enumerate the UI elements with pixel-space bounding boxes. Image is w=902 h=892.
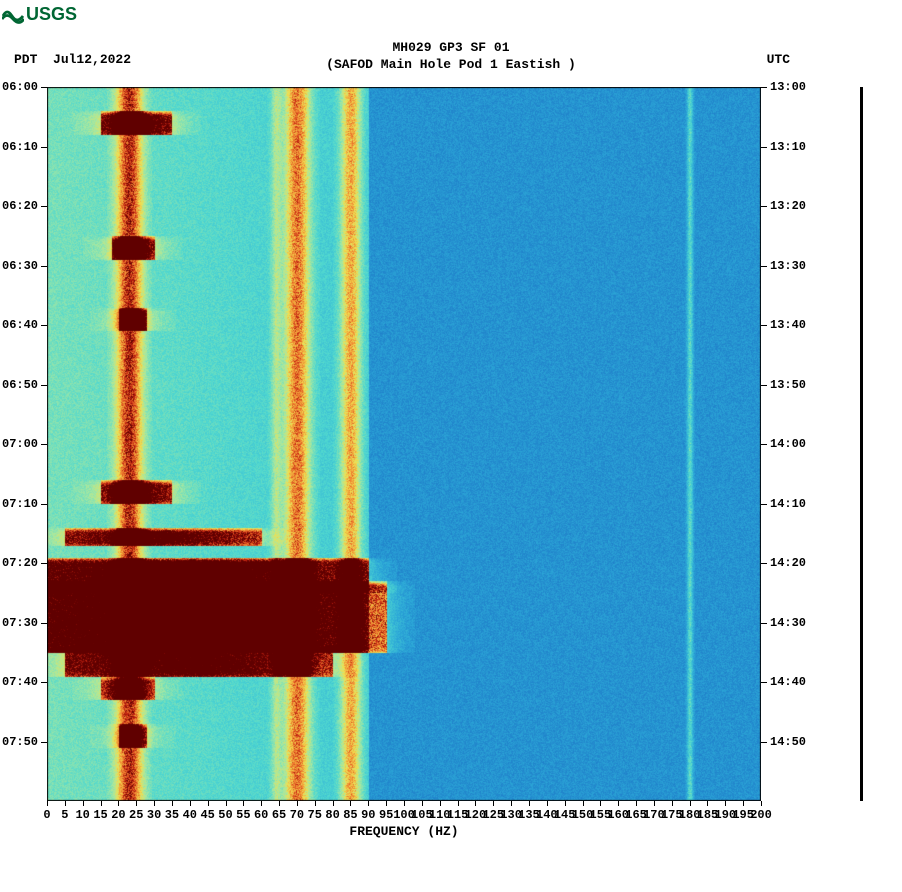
y-right-tick: 14:50 <box>770 735 806 749</box>
colorbar <box>860 87 863 801</box>
y-left-tick: 06:50 <box>2 378 38 392</box>
x-axis: 0510152025303540455055606570758085909510… <box>47 808 761 824</box>
x-tick: 60 <box>254 808 268 822</box>
y-left-tick: 07:40 <box>2 675 38 689</box>
y-right-tick: 13:50 <box>770 378 806 392</box>
y-left-tick: 07:00 <box>2 437 38 451</box>
y-right-tick: 13:40 <box>770 318 806 332</box>
y-right-tick: 14:40 <box>770 675 806 689</box>
y-left-tick: 07:20 <box>2 556 38 570</box>
y-right-tick: 14:20 <box>770 556 806 570</box>
y-left-tick: 06:20 <box>2 199 38 213</box>
y-right-tick: 14:10 <box>770 497 806 511</box>
x-tick: 90 <box>361 808 375 822</box>
x-tick: 0 <box>43 808 50 822</box>
tz-left-code: PDT <box>14 52 37 67</box>
x-tick: 30 <box>147 808 161 822</box>
x-tick: 20 <box>111 808 125 822</box>
x-tick: 40 <box>183 808 197 822</box>
tz-right-code: UTC <box>767 52 790 67</box>
x-tick: 85 <box>343 808 357 822</box>
timezone-left: PDT Jul12,2022 <box>14 52 131 67</box>
tz-left-date: Jul12,2022 <box>53 52 131 67</box>
x-tick: 200 <box>750 808 772 822</box>
y-right-tick: 14:00 <box>770 437 806 451</box>
x-tick: 50 <box>218 808 232 822</box>
usgs-logo: USGS <box>2 4 77 25</box>
y-axis-right: 13:0013:1013:2013:3013:4013:5014:0014:10… <box>770 87 820 801</box>
x-tick: 45 <box>200 808 214 822</box>
x-axis-title: FREQUENCY (HZ) <box>47 824 761 839</box>
y-left-tick: 07:10 <box>2 497 38 511</box>
y-right-tick: 13:20 <box>770 199 806 213</box>
x-tick: 5 <box>61 808 68 822</box>
y-axis-left: 06:0006:1006:2006:3006:4006:5007:0007:10… <box>2 87 46 801</box>
x-tick: 35 <box>165 808 179 822</box>
x-tick: 10 <box>75 808 89 822</box>
y-left-tick: 06:30 <box>2 259 38 273</box>
y-right-tick: 14:30 <box>770 616 806 630</box>
x-tick: 75 <box>308 808 322 822</box>
y-right-tick: 13:00 <box>770 80 806 94</box>
x-tick: 95 <box>379 808 393 822</box>
y-left-tick: 07:30 <box>2 616 38 630</box>
y-right-tick: 13:30 <box>770 259 806 273</box>
spectrogram-plot <box>47 87 761 801</box>
y-left-tick: 06:00 <box>2 80 38 94</box>
y-left-tick: 06:10 <box>2 140 38 154</box>
spectrogram-canvas <box>47 87 761 801</box>
x-tick: 70 <box>290 808 304 822</box>
y-left-tick: 06:40 <box>2 318 38 332</box>
usgs-wave-icon <box>2 6 24 24</box>
x-tick: 15 <box>93 808 107 822</box>
timezone-right: UTC <box>767 52 790 67</box>
y-left-tick: 07:50 <box>2 735 38 749</box>
usgs-logo-text: USGS <box>26 4 77 25</box>
x-tick: 55 <box>236 808 250 822</box>
x-tick: 25 <box>129 808 143 822</box>
x-tick: 80 <box>325 808 339 822</box>
y-right-tick: 13:10 <box>770 140 806 154</box>
x-tick: 65 <box>272 808 286 822</box>
